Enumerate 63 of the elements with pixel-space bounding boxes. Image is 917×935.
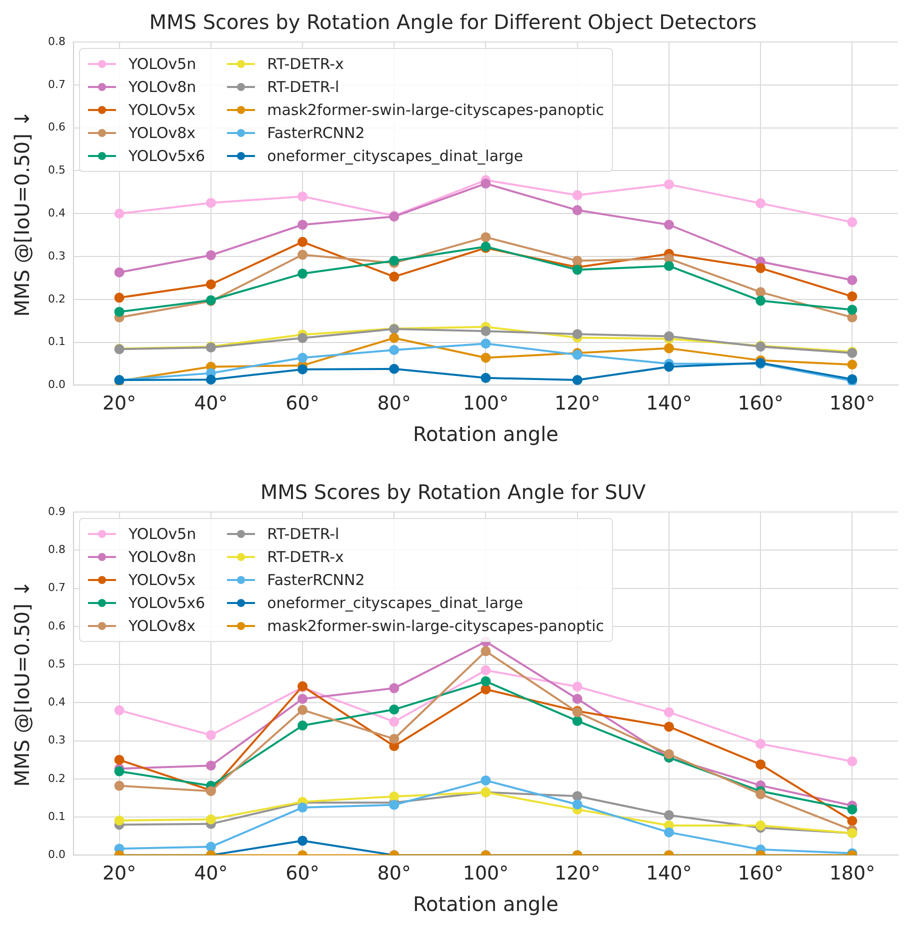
x-tick-label: 180° [829, 862, 876, 885]
legend-label: oneformer_cityscapes_dinat_large [267, 147, 524, 165]
legend-label: FasterRCNN2 [267, 571, 365, 589]
y-tick-label: 0.4 [48, 206, 66, 220]
legend-label: YOLOv8x [128, 617, 196, 635]
chart-title: MMS Scores by Rotation Angle for SUV [260, 480, 646, 504]
x-axis-title: Rotation angle [412, 892, 558, 916]
y-tick-label: 0.6 [48, 120, 66, 134]
x-tick-label: 160° [738, 392, 784, 415]
legend-label: YOLOv5x6 [128, 594, 206, 612]
x-tick-label: 140° [646, 862, 692, 885]
legend-label: YOLOv5x6 [128, 147, 206, 165]
x-tick-label: 160° [738, 862, 784, 885]
y-tick-label: 0.1 [48, 335, 66, 348]
chart-title: MMS Scores by Rotation Angle for Different Object Detectors [149, 10, 757, 34]
legend-label: FasterRCNN2 [267, 124, 365, 142]
x-tick-label: 40° [194, 862, 228, 885]
x-tick-label: 120° [554, 862, 600, 885]
y-tick-label: 0.8 [48, 34, 66, 48]
x-tick-label: 180° [829, 392, 876, 415]
y-axis-title: MMS @[IoU=0.50] ↓ [10, 580, 34, 787]
x-tick-label: 140° [646, 392, 692, 415]
y-tick-label: 0.9 [48, 504, 66, 518]
y-tick-label: 0.6 [48, 619, 66, 632]
y-tick-label: 0.2 [48, 772, 66, 785]
legend-label: YOLOv5x [128, 101, 196, 119]
x-tick-label: 100° [462, 392, 509, 415]
y-tick-label: 0.3 [48, 249, 66, 262]
y-axis-title: MMS @[IoU=0.50] ↓ [10, 110, 34, 317]
x-tick-label: 20° [102, 392, 136, 415]
x-tick-label: 80° [377, 392, 411, 415]
y-tick-label: 0.7 [48, 78, 66, 91]
x-tick-label: 40° [194, 392, 228, 415]
y-tick-label: 0.7 [48, 581, 66, 594]
legend-label: RT-DETR-l [267, 525, 340, 543]
legend-label: YOLOv8x [128, 124, 196, 142]
y-tick-label: 0.1 [48, 810, 66, 823]
y-tick-label: 0.0 [48, 848, 66, 862]
legend-label: mask2former-swin-large-cityscapes-panoptic [267, 617, 604, 635]
y-tick-label: 0.5 [48, 164, 66, 177]
y-tick-label: 0.0 [48, 378, 66, 392]
x-tick-label: 60° [286, 862, 320, 885]
legend-label: YOLOv5x [128, 571, 196, 589]
legend-label: YOLOv8n [128, 548, 196, 566]
y-tick-label: 0.4 [48, 696, 66, 709]
y-tick-label: 0.3 [48, 734, 66, 747]
legend-label: oneformer_cityscapes_dinat_large [267, 594, 524, 612]
y-tick-label: 0.2 [48, 292, 66, 306]
legend-label: mask2former-swin-large-cityscapes-panoptic [267, 101, 604, 119]
legend-label: RT-DETR-x [267, 55, 344, 73]
legend-label: YOLOv8n [128, 78, 196, 96]
y-tick-label: 0.8 [48, 542, 66, 556]
x-tick-label: 120° [554, 392, 600, 415]
legend-label: YOLOv5n [128, 525, 196, 543]
y-tick-label: 0.5 [48, 657, 66, 670]
legend-label: YOLOv5n [128, 55, 196, 73]
x-axis-title: Rotation angle [412, 422, 558, 446]
legend-label: RT-DETR-x [267, 548, 344, 566]
legend-label: RT-DETR-l [267, 78, 340, 96]
x-tick-label: 100° [462, 862, 509, 885]
x-tick-label: 60° [286, 392, 320, 415]
x-tick-label: 20° [102, 862, 136, 885]
x-tick-label: 80° [377, 862, 411, 885]
